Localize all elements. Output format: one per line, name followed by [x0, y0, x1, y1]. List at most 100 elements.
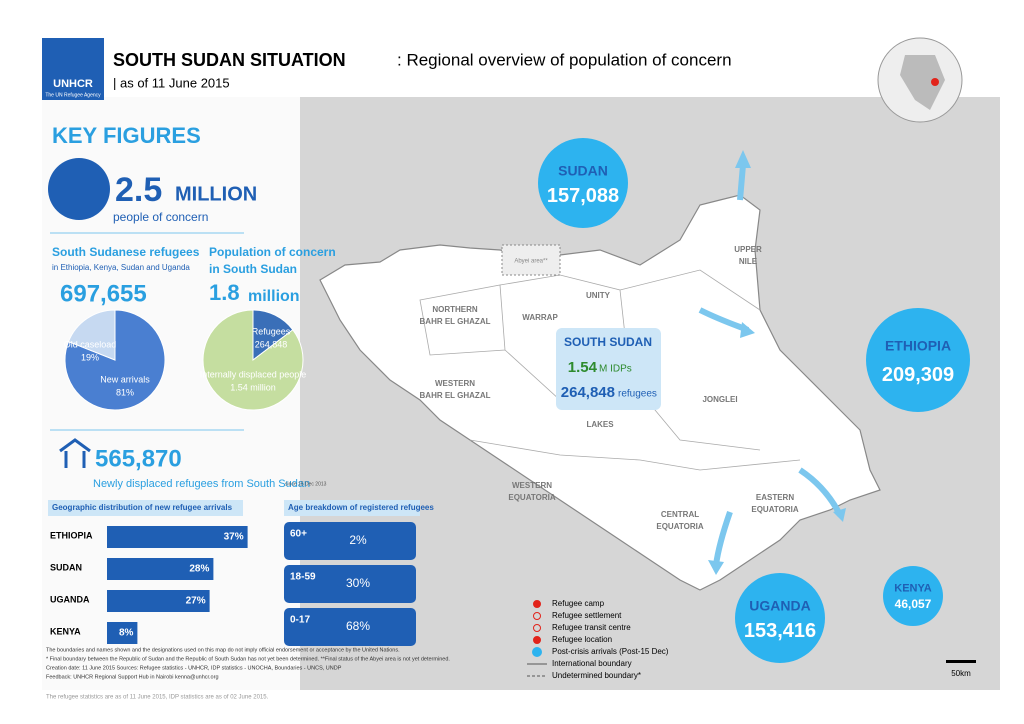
date: | as of 11 June 2015: [113, 75, 230, 90]
geo-category: UGANDA: [50, 594, 90, 604]
south-sudan-idps: 1.54: [568, 359, 598, 376]
country-value: 209,309: [882, 364, 954, 386]
region-label: UNITY: [586, 291, 611, 300]
legend-symbol: [532, 647, 542, 657]
legend-entry: International boundary: [552, 659, 632, 668]
pie-value-label: 81%: [116, 387, 134, 397]
abyei-box: [501, 244, 561, 276]
section-header-bg: [48, 500, 243, 516]
age-group: 60+: [290, 529, 307, 540]
region-label: EQUATORIA: [751, 505, 798, 514]
region-label: UPPER: [734, 245, 762, 254]
geo-title: Geographic distribution of new refugee a…: [52, 503, 233, 512]
newly-displaced-note: since 15 Dec 2013: [285, 481, 327, 487]
refugees-subtitle: in Ethiopia, Kenya, Sudan and Uganda: [52, 263, 190, 272]
pie-label: Old caseload: [64, 339, 117, 349]
legend-symbol: [533, 612, 541, 620]
south-sudan-idps-unit: M IDPs: [599, 364, 632, 375]
region-label: BAHR EL GHAZAL: [420, 391, 491, 400]
legend-symbol: [533, 624, 541, 632]
country-value: 46,057: [895, 597, 932, 611]
age-value: 68%: [346, 619, 370, 633]
footnote: The boundaries and names shown and the d…: [46, 647, 400, 653]
bar: [107, 558, 214, 580]
newly-displaced-value: 565,870: [95, 445, 182, 472]
in-country-value: 1.8: [209, 280, 240, 305]
total-value: 2.5: [115, 171, 162, 209]
bar-value-label: 27%: [186, 596, 206, 607]
region-label: EQUATORIA: [508, 493, 555, 502]
age-value: 30%: [346, 576, 370, 590]
region-label: CENTRAL: [661, 510, 699, 519]
refugees-value: 697,655: [60, 280, 147, 307]
in-country-title: in South Sudan: [209, 262, 297, 276]
south-sudan-refugees-unit: refugees: [618, 389, 657, 400]
bar-value-label: 28%: [189, 564, 209, 575]
region-label: BAHR EL GHAZAL: [420, 317, 491, 326]
pie-value-label: 1.54 million: [230, 382, 276, 392]
south-sudan-box: [556, 328, 661, 410]
legend-symbol: [533, 636, 541, 644]
pie-label: Refugees: [252, 326, 291, 336]
region-label: WESTERN: [512, 481, 552, 490]
pie-label: New arrivals: [100, 374, 150, 384]
bar: [107, 622, 138, 644]
age-box: [284, 565, 416, 603]
footer: The refugee statistics are as of 11 June…: [46, 695, 269, 701]
logo: [42, 38, 104, 100]
region-label: EASTERN: [756, 493, 794, 502]
legend-entry: Refugee settlement: [552, 611, 622, 620]
legend-entry: Refugee transit centre: [552, 623, 631, 632]
footnote: * Final boundary between the Republic of…: [46, 656, 450, 662]
country-name: SUDAN: [558, 162, 608, 178]
age-value: 2%: [349, 533, 367, 547]
pie-slice: [202, 309, 304, 411]
age-box: [284, 522, 416, 560]
bar: [107, 526, 248, 548]
south-sudan-name: SOUTH SUDAN: [564, 335, 652, 349]
footnote: Creation date: 11 June 2015 Sources: Ref…: [46, 665, 342, 671]
in-country-unit: million: [248, 288, 300, 305]
people-icon-circle: [48, 158, 110, 220]
age-group: 0-17: [290, 615, 310, 626]
geo-category: KENYA: [50, 626, 81, 636]
region-label: JONGLEI: [702, 395, 737, 404]
region-label: WARRAP: [522, 313, 558, 322]
logo-tagline: The UN Refugee Agency: [45, 92, 101, 98]
logo-name: UNHCR: [53, 78, 93, 90]
legend-entry: Refugee location: [552, 635, 612, 644]
geo-category: ETHIOPIA: [50, 530, 93, 540]
legend-symbol: [533, 600, 541, 608]
age-group: 18-59: [290, 572, 316, 583]
age-box: [284, 608, 416, 646]
pie-value-label: 19%: [81, 352, 99, 362]
shelter-icon: [59, 438, 91, 468]
bar-value-label: 8%: [119, 628, 134, 639]
country-circle: [866, 308, 970, 412]
legend-entry: Refugee camp: [552, 599, 605, 608]
country-value: 153,416: [744, 620, 816, 642]
country-name: KENYA: [894, 582, 932, 594]
total-unit: MILLION: [175, 183, 257, 205]
legend-entry: Post-crisis arrivals (Post-15 Dec): [552, 647, 669, 656]
newly-displaced-label: Newly displaced refugees from South Suda…: [93, 478, 310, 490]
title: SOUTH SUDAN SITUATION: [113, 50, 346, 70]
bar-value-label: 37%: [224, 532, 244, 543]
region-label: EQUATORIA: [656, 522, 703, 531]
region-label: NORTHERN: [432, 305, 478, 314]
pie-label: Internally displaced people: [200, 369, 307, 379]
geo-category: SUDAN: [50, 562, 82, 572]
total-label: people of concern: [113, 210, 208, 224]
globe-marker: [931, 78, 939, 86]
subtitle: : Regional overview of population of con…: [397, 50, 732, 69]
refugees-title: South Sudanese refugees: [52, 245, 200, 259]
country-value: 157,088: [547, 185, 619, 207]
region-label: NILE: [739, 257, 758, 266]
scale-label: 50km: [951, 669, 971, 678]
globe-africa: [900, 55, 945, 110]
bar: [107, 590, 210, 612]
south-sudan-refugees: 264,848: [561, 384, 615, 401]
country-name: UGANDA: [749, 597, 810, 613]
country-circle: [735, 573, 825, 663]
